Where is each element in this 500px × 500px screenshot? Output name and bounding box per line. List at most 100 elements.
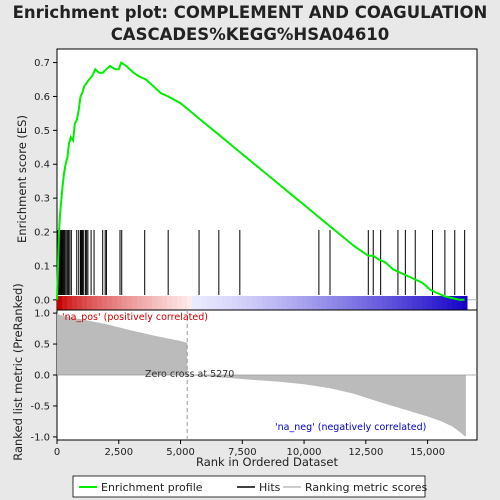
metric-x-tick-label: 0 — [54, 447, 60, 458]
color-bar-segment — [252, 296, 258, 310]
color-bar-segment — [447, 296, 453, 310]
color-bar-segment — [337, 296, 343, 310]
color-bar-segment — [177, 296, 183, 310]
es-y-tick-label: 0.0 — [34, 295, 50, 306]
color-bar-segment — [217, 296, 223, 310]
color-bar-segment — [197, 296, 203, 310]
color-bar-segment — [297, 296, 303, 310]
neg-correlated-label: 'na_neg' (negatively correlated) — [275, 422, 426, 433]
color-bar-segment — [392, 296, 398, 310]
metric-x-tick-label: 5,000 — [166, 447, 195, 458]
color-bar-segment — [182, 296, 188, 310]
color-bar-segment — [107, 296, 113, 310]
metric-x-tick-label: 2,500 — [104, 447, 133, 458]
es-y-tick-label: 0.5 — [34, 126, 50, 137]
color-bar-segment — [242, 296, 248, 310]
es-y-tick-label: 0.2 — [34, 228, 50, 239]
es-plot-area — [56, 48, 478, 311]
color-bar-segment — [387, 296, 393, 310]
color-bar-segment — [282, 296, 288, 310]
color-bar-segment — [97, 296, 103, 310]
color-bar-segment — [267, 296, 273, 310]
metric-y-tick-label: 0.5 — [34, 340, 50, 351]
metric-x-ticks: 0 2,500 5,000 7,500 10,000 12,500 15,000 — [54, 440, 445, 458]
color-bar-segment — [57, 296, 63, 310]
metric-y-tick-label: -0.5 — [30, 401, 50, 412]
es-y-tick-label: 0.3 — [34, 194, 50, 205]
color-bar-segment — [262, 296, 268, 310]
chart-title-line2: CASCADES%KEGG%HSA04610 — [111, 25, 390, 44]
color-bar-segment — [372, 296, 378, 310]
metric-y-tick-label: 0.0 — [34, 371, 50, 382]
metric-x-tick-label: 12,500 — [348, 447, 383, 458]
color-bar-segment — [62, 296, 68, 310]
color-bar-segment — [417, 296, 423, 310]
color-bar-segment — [72, 296, 78, 310]
metric-y-axis-label: Ranked list metric (PreRanked) — [11, 283, 25, 461]
color-bar-segment — [142, 296, 148, 310]
es-y-tick-label: 0.6 — [34, 92, 50, 103]
color-bar-segment — [312, 296, 318, 310]
color-bar-segment — [152, 296, 158, 310]
zero-cross-label: Zero cross at 5270 — [145, 369, 234, 380]
color-bar-segment — [317, 296, 323, 310]
metric-x-tick-label: 10,000 — [287, 447, 322, 458]
color-bar-segment — [407, 296, 413, 310]
color-bar-segment — [272, 296, 278, 310]
color-bar-segment — [207, 296, 213, 310]
color-bar-segment — [157, 296, 163, 310]
color-bar-segment — [397, 296, 403, 310]
legend-hits-label: Hits — [259, 481, 281, 494]
color-bar-segment — [352, 296, 358, 310]
color-bar-segment — [192, 296, 198, 310]
color-bar-segment — [87, 296, 93, 310]
legend-metric-label: Ranking metric scores — [305, 481, 427, 494]
color-bar-segment — [202, 296, 208, 310]
color-bar-segment — [237, 296, 243, 310]
chart-title-line1: Enrichment plot: COMPLEMENT AND COAGULAT… — [13, 3, 488, 22]
color-bar-segment — [432, 296, 438, 310]
color-bar-segment — [132, 296, 138, 310]
color-bar-segment — [287, 296, 293, 310]
rank-color-bar — [57, 296, 468, 310]
es-y-ticks: 0.0 0.1 0.2 0.3 0.4 0.5 0.6 0.7 — [34, 58, 57, 306]
color-bar-segment — [137, 296, 143, 310]
color-bar-segment — [247, 296, 253, 310]
color-bar-segment — [427, 296, 433, 310]
color-bar-segment — [232, 296, 238, 310]
es-y-axis-label: Enrichment score (ES) — [15, 115, 29, 243]
color-bar-segment — [402, 296, 408, 310]
color-bar-segment — [412, 296, 418, 310]
color-bar-segment — [172, 296, 178, 310]
color-bar-segment — [452, 296, 458, 310]
color-bar-segment — [422, 296, 428, 310]
color-bar-segment — [147, 296, 153, 310]
color-bar-segment — [67, 296, 73, 310]
color-bar-segment — [342, 296, 348, 310]
color-bar-segment — [382, 296, 388, 310]
color-bar-segment — [457, 296, 463, 310]
color-bar-segment — [82, 296, 88, 310]
pos-correlated-label: 'na_pos' (positively correlated) — [62, 312, 208, 323]
color-bar-segment — [367, 296, 373, 310]
color-bar-segment — [112, 296, 118, 310]
color-bar-segment — [102, 296, 108, 310]
metric-x-axis-label: Rank in Ordered Dataset — [196, 455, 339, 469]
metric-y-tick-label: -1.0 — [30, 432, 50, 443]
color-bar-segment — [167, 296, 173, 310]
metric-x-tick-label: 15,000 — [410, 447, 445, 458]
color-bar-segment — [77, 296, 83, 310]
color-bar-segment — [327, 296, 333, 310]
color-bar-segment — [357, 296, 363, 310]
color-bar-segment — [347, 296, 353, 310]
color-bar-segment — [127, 296, 133, 310]
metric-y-tick-label: 1.0 — [34, 309, 50, 320]
color-bar-segment — [257, 296, 263, 310]
es-y-tick-label: 0.1 — [34, 261, 50, 272]
color-bar-segment — [222, 296, 228, 310]
metric-y-ticks: 1.0 0.5 0.0 -0.5 -1.0 — [30, 309, 57, 443]
color-bar-segment — [117, 296, 123, 310]
color-bar-segment — [187, 296, 193, 310]
color-bar-segment — [162, 296, 168, 310]
